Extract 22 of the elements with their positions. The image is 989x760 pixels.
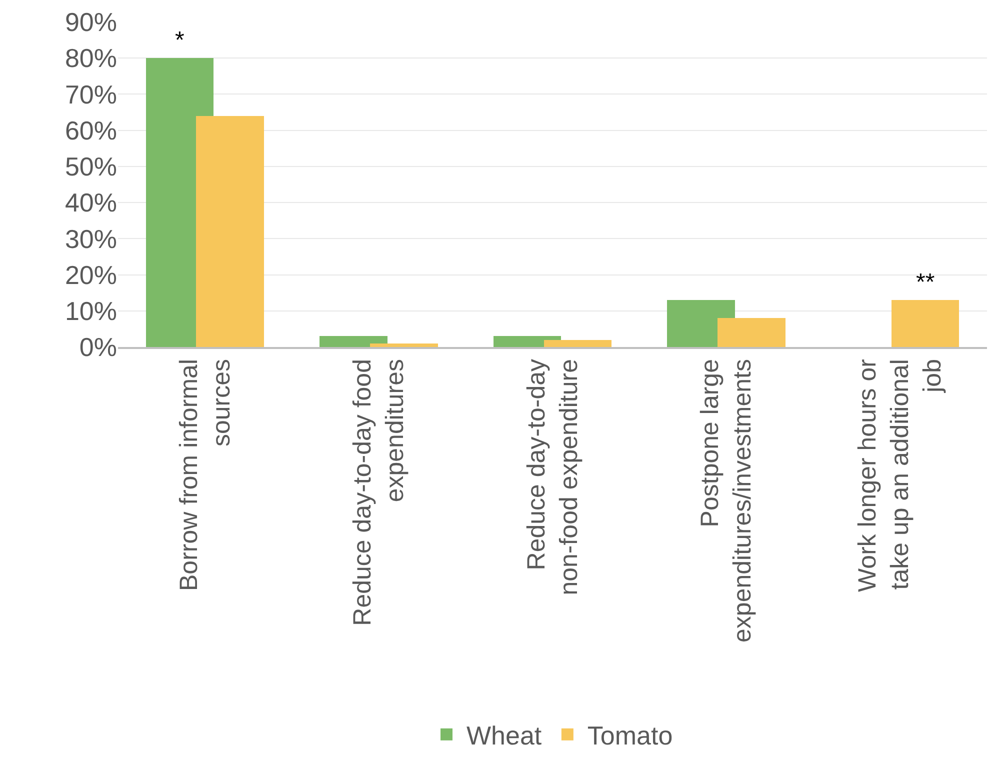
bar <box>196 116 264 347</box>
y-tick-label: 70% <box>64 79 117 110</box>
bar <box>544 340 612 347</box>
y-tick-label: 30% <box>64 224 117 254</box>
bar <box>320 336 388 347</box>
legend-label: Tomato <box>587 720 673 751</box>
y-tick-label: 0% <box>79 332 117 362</box>
y-tick-label: 40% <box>64 188 117 218</box>
bar <box>718 318 786 347</box>
y-tick-label: 10% <box>64 296 117 326</box>
y-tick-label: 90% <box>64 7 117 38</box>
y-tick-label: 80% <box>64 43 117 74</box>
y-tick-label: 60% <box>64 115 117 146</box>
y-tick-label: 50% <box>64 152 117 182</box>
x-tick-label: Work longer hours or take up an additional job <box>854 359 947 592</box>
legend-label: Wheat <box>466 720 542 751</box>
x-tick-label: Borrow from informal sources <box>174 359 236 591</box>
annotation: ** <box>916 269 935 296</box>
bar <box>891 300 960 347</box>
annotation: * <box>175 27 184 54</box>
y-tick-label: 20% <box>64 260 117 290</box>
bar <box>370 343 438 347</box>
